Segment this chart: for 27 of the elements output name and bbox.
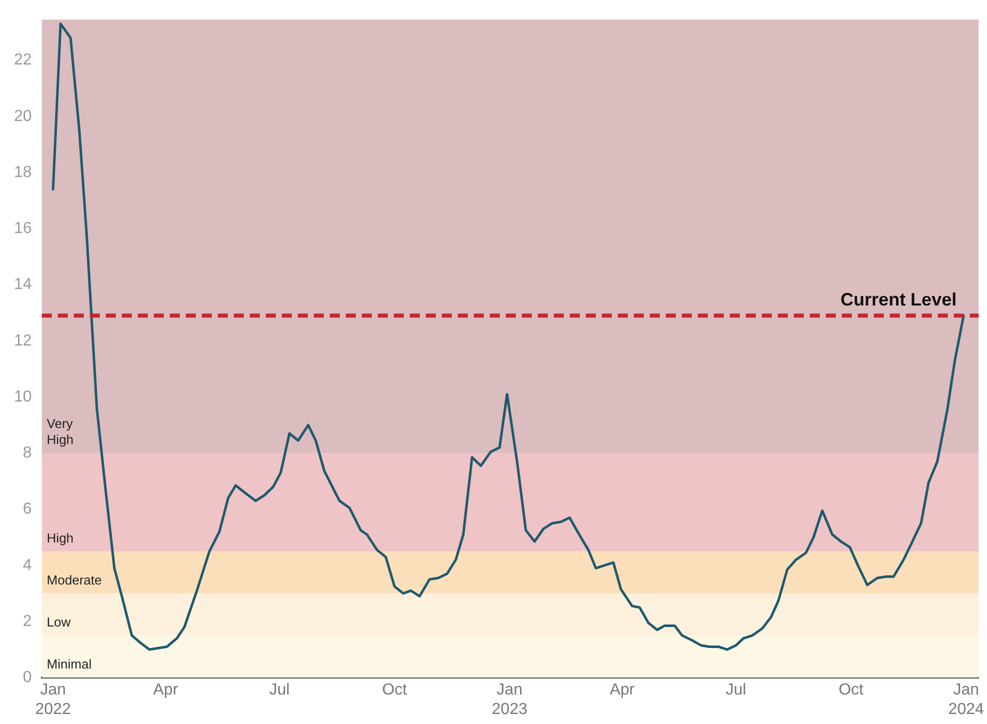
band-label: High [46, 530, 74, 546]
x-tick-label: Jan 2024 [948, 682, 984, 718]
band-label: Low [46, 614, 72, 630]
x-tick-label: Apr [153, 682, 179, 699]
x-tick-label: Jul [269, 682, 290, 699]
band-label: Very High [46, 416, 74, 448]
y-tick-label: 6 [22, 500, 32, 518]
ref-line-label: Current Level [840, 290, 957, 310]
y-tick-label: 10 [14, 388, 32, 406]
y-tick-label: 12 [14, 332, 32, 350]
x-tick-label: Jan 2023 [492, 682, 528, 718]
x-tick-label: Jan 2022 [35, 682, 71, 718]
y-tick-label: 18 [14, 164, 32, 181]
x-tick-label: Jul [726, 682, 746, 699]
x-tick-label: Apr [610, 682, 636, 699]
y-tick-label: 8 [22, 444, 32, 462]
y-tick-label: 16 [14, 220, 32, 238]
band-label: Moderate [46, 572, 102, 588]
y-tick-label: 14 [14, 276, 32, 294]
band-label: Minimal [46, 656, 92, 672]
y-tick-label: 2 [22, 612, 32, 630]
y-tick-label: 4 [22, 556, 32, 574]
x-tick-label: Oct [382, 682, 408, 699]
y-tick-label: 0 [22, 669, 32, 686]
x-tick-label: Oct [838, 682, 864, 699]
y-tick-label: 22 [14, 52, 32, 69]
y-tick-label: 20 [14, 108, 32, 125]
